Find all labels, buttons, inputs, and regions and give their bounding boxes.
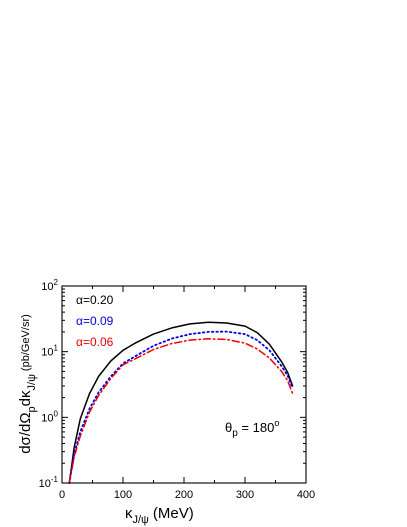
- legend-entry-2: α=0.06: [76, 335, 114, 349]
- x-tick-label: 300: [236, 489, 254, 501]
- series-line-0: [68, 321, 294, 484]
- svg-text:θp = 180o: θp = 180o: [225, 418, 279, 439]
- x-tick-label: 100: [114, 489, 132, 501]
- legend-entry-0: α=0.20: [76, 293, 114, 307]
- y-tick-label: 101: [41, 344, 58, 359]
- annotation-theta: θp = 180o: [225, 418, 279, 439]
- series-layer: [68, 321, 294, 484]
- svg-text:dσ/dΩpdκJ/ψ(pb/GeV/sr): dσ/dΩpdκJ/ψ(pb/GeV/sr): [17, 314, 38, 454]
- series-line-1: [68, 330, 294, 484]
- svg-text:κJ/ψ(MeV): κJ/ψ (MeV): [125, 505, 194, 526]
- y-axis-label: dσ/dΩpdκJ/ψ(pb/GeV/sr): [17, 314, 38, 454]
- ticks-layer: 0 100 200 300 400 10-1 100 101 102: [39, 278, 316, 501]
- legend: α=0.20 α=0.09 α=0.06: [76, 293, 114, 349]
- x-tick-label: 200: [175, 489, 193, 501]
- y-tick-label: 10-1: [39, 475, 59, 490]
- y-tick-label: 100: [41, 409, 58, 424]
- series-line-2: [68, 338, 294, 484]
- x-tick-label: 0: [59, 489, 65, 501]
- y-tick-label: 102: [41, 278, 58, 293]
- x-tick-label: 400: [297, 489, 315, 501]
- x-axis-label: κJ/ψ (MeV): [125, 505, 194, 526]
- legend-entry-1: α=0.09: [76, 314, 114, 328]
